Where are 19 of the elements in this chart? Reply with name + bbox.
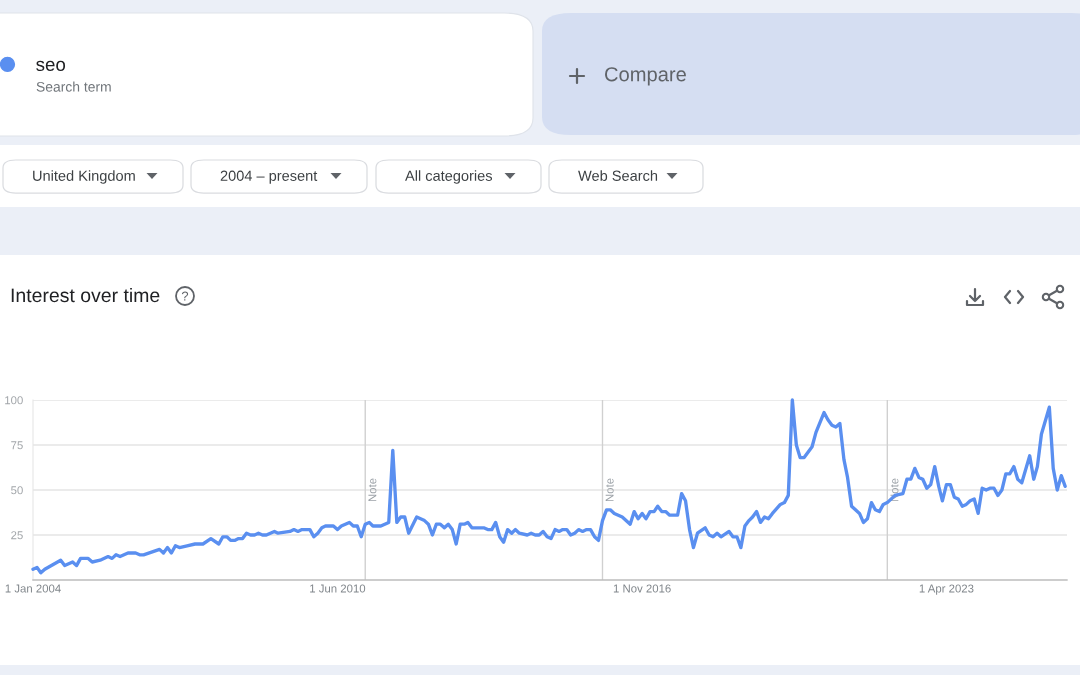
line-series: [31, 398, 1067, 575]
ref-line-label: Note: [368, 478, 377, 502]
text: All categories: [405, 170, 493, 184]
text: United Kingdom: [33, 170, 135, 184]
x-tick-label: 1 Jun 2010: [310, 584, 366, 593]
text: 2004 – present: [220, 170, 318, 184]
text: Search term: [36, 81, 111, 92]
x-tick-label: 1 Nov 2016: [613, 584, 671, 593]
y-tick-label: 25: [11, 531, 23, 540]
text: Compare: [605, 67, 686, 86]
legend-label: seo: [36, 60, 66, 72]
x-tick-label: 1 Apr 2023: [919, 584, 974, 595]
ref-line-label: Note: [605, 478, 614, 502]
chart-title: Interest over time: [11, 287, 160, 303]
y-tick-label: 100: [5, 396, 23, 405]
text: Web Search: [578, 170, 658, 181]
y-tick-label: 75: [11, 441, 23, 450]
y-tick-label: 50: [11, 486, 23, 495]
x-tick-label: 1 Jan 2004: [5, 584, 61, 593]
